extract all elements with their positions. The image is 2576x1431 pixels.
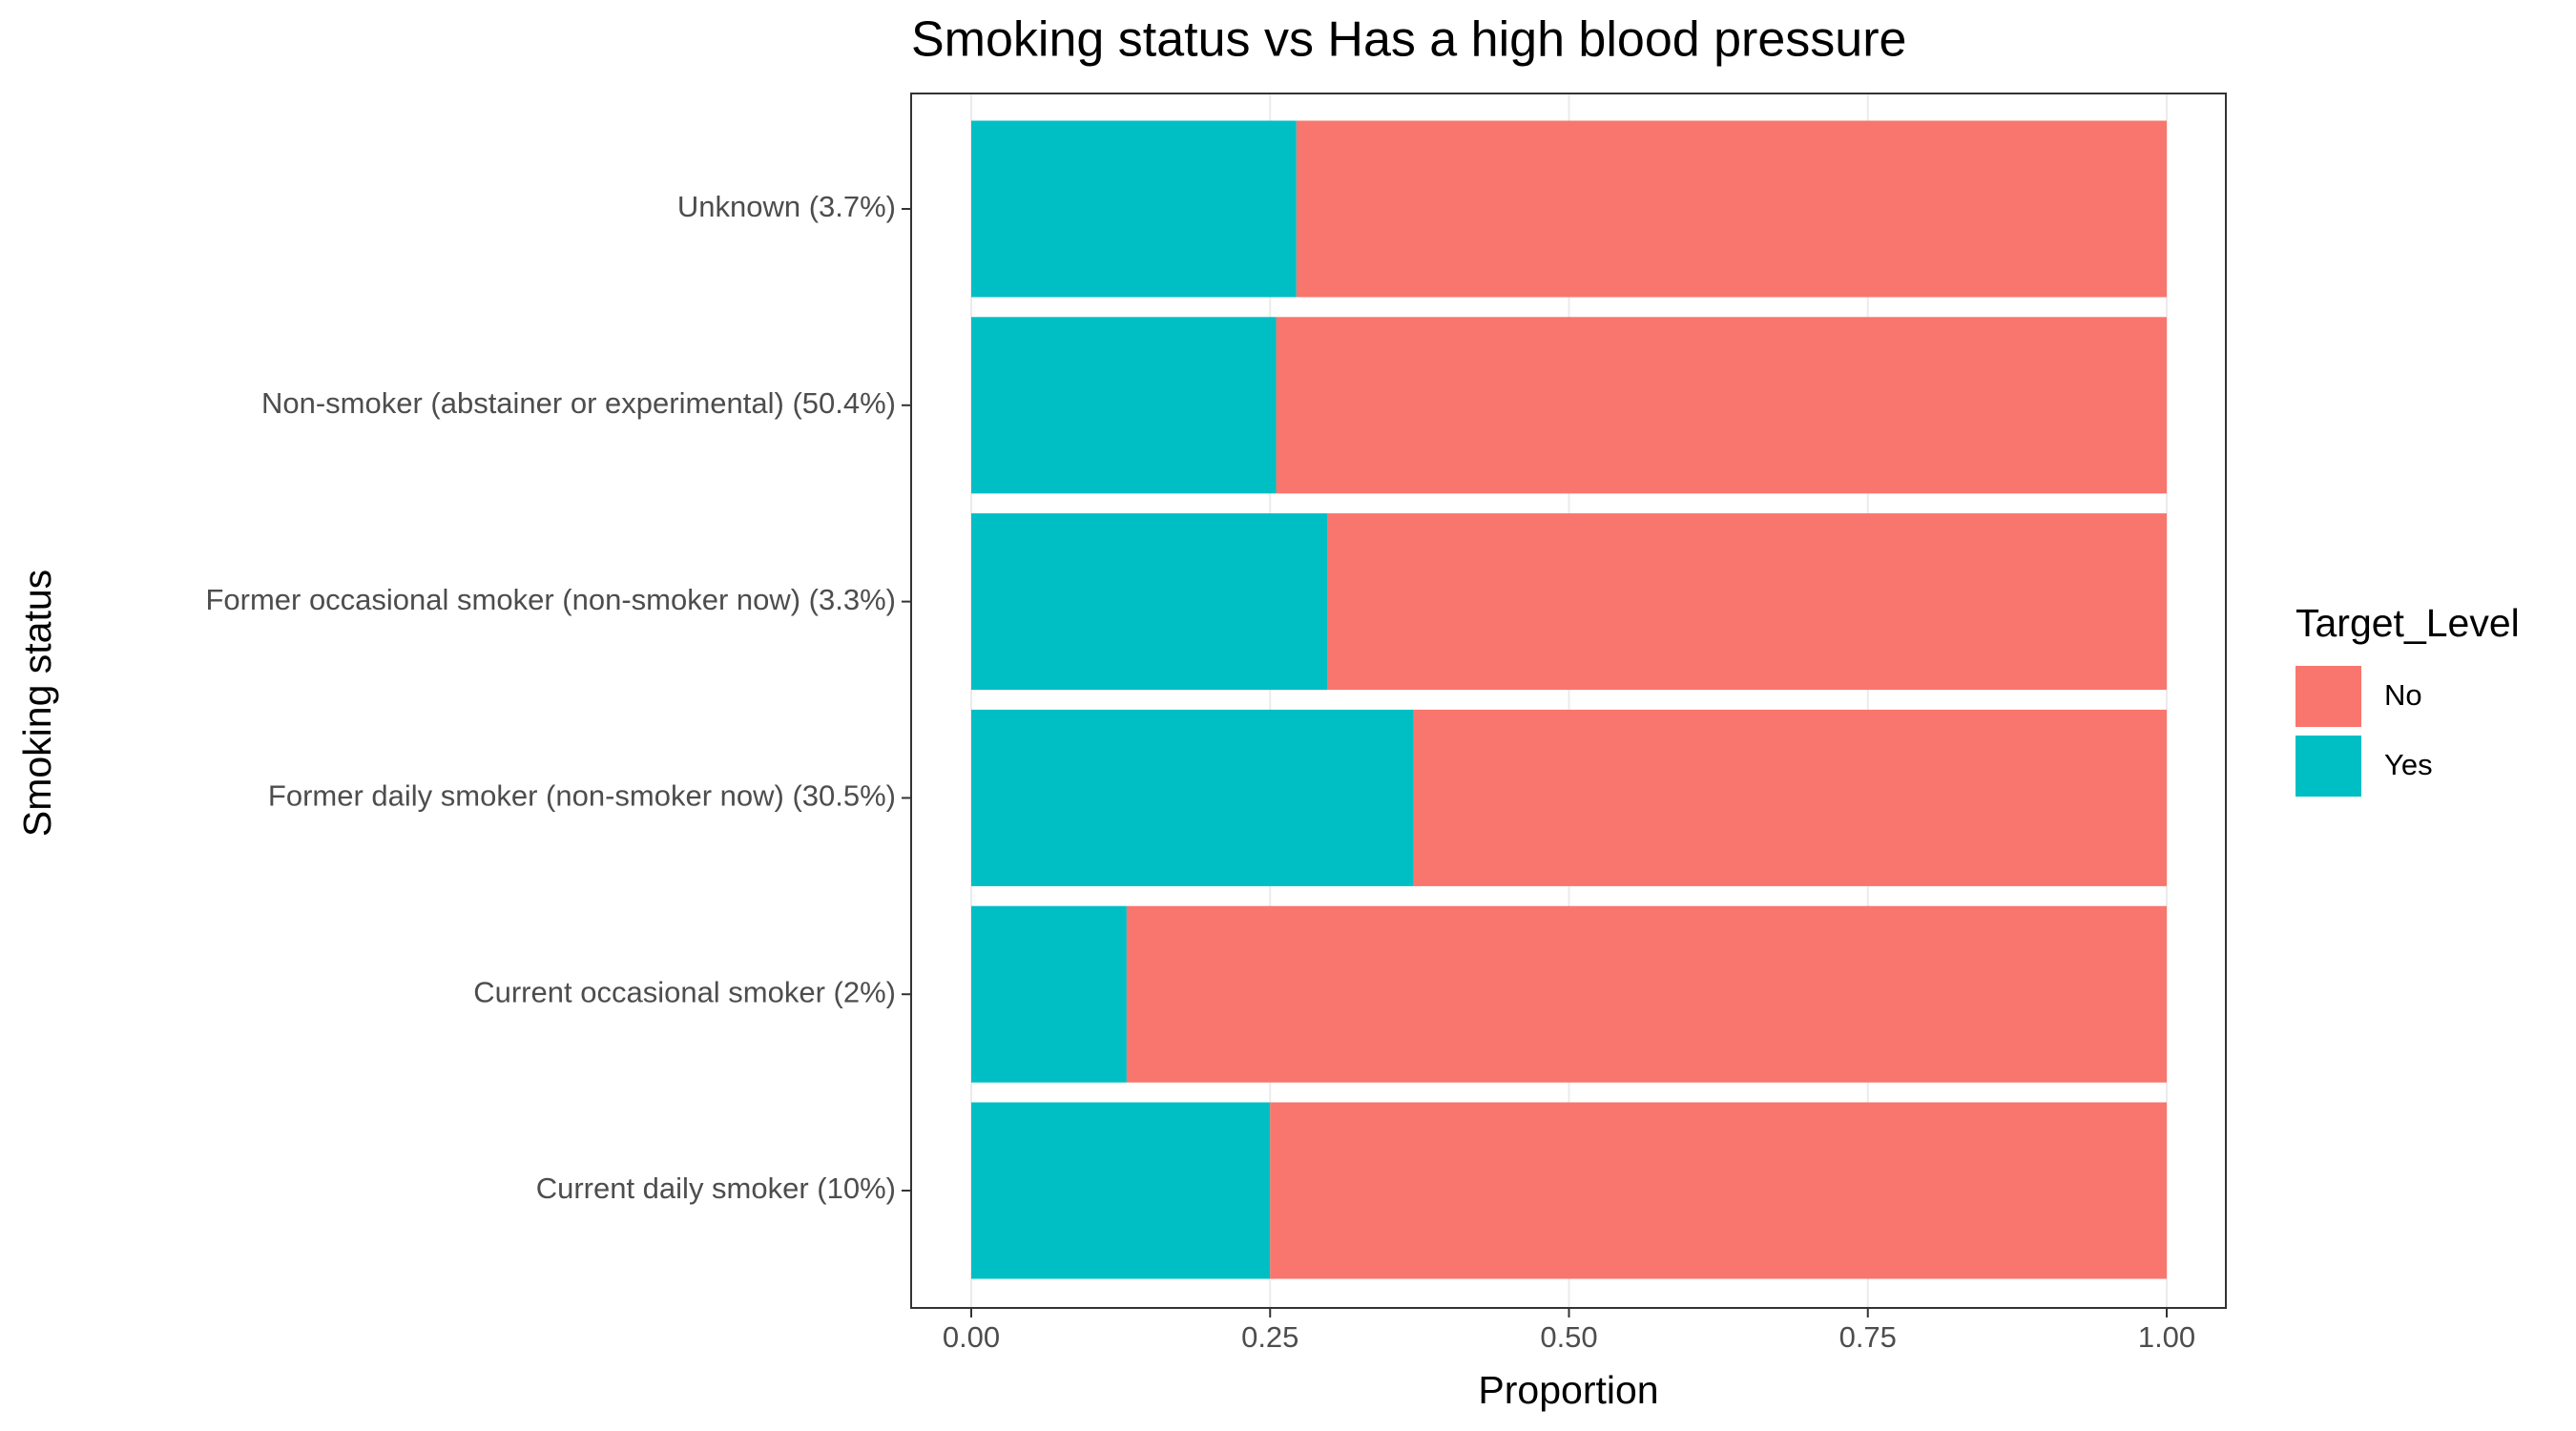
y-axis-title: Smoking status xyxy=(15,570,59,837)
y-tick-label: Unknown (3.7%) xyxy=(677,190,896,223)
legend-label: No xyxy=(2384,678,2422,712)
y-tick-label: Current daily smoker (10%) xyxy=(536,1172,896,1205)
bar-segment xyxy=(1327,513,2167,691)
legend-key xyxy=(2296,666,2361,727)
legend-key xyxy=(2296,736,2361,797)
x-tick-label: 0.50 xyxy=(1540,1320,1597,1354)
bar-segment xyxy=(1270,1102,2167,1279)
bar-segment xyxy=(971,513,1328,691)
bar-segment xyxy=(971,905,1127,1083)
bar-segment xyxy=(1296,120,2167,298)
legend-title: Target_Level xyxy=(2296,601,2520,645)
bar-segment xyxy=(1413,709,2167,886)
y-tick-label: Former daily smoker (non-smoker now) (30… xyxy=(268,779,896,813)
bar-segment xyxy=(971,120,1297,298)
x-axis-title: Proportion xyxy=(1478,1368,1658,1412)
y-tick-label: Former occasional smoker (non-smoker now… xyxy=(205,583,896,616)
x-tick-label: 1.00 xyxy=(2138,1320,2195,1354)
y-tick-label: Current occasional smoker (2%) xyxy=(473,975,896,1008)
bar-segment xyxy=(1276,317,2167,494)
x-tick-label: 0.75 xyxy=(1839,1320,1897,1354)
bar-segment xyxy=(971,1102,1271,1279)
x-tick-label: 0.25 xyxy=(1241,1320,1298,1354)
legend-label: Yes xyxy=(2384,748,2433,781)
chart-title: Smoking status vs Has a high blood press… xyxy=(911,12,1906,68)
bar-segment xyxy=(971,709,1414,886)
bar-segment xyxy=(1126,905,2167,1083)
y-tick-label: Non-smoker (abstainer or experimental) (… xyxy=(261,386,896,420)
bar-segment xyxy=(971,317,1277,494)
x-tick-label: 0.00 xyxy=(943,1320,1000,1354)
